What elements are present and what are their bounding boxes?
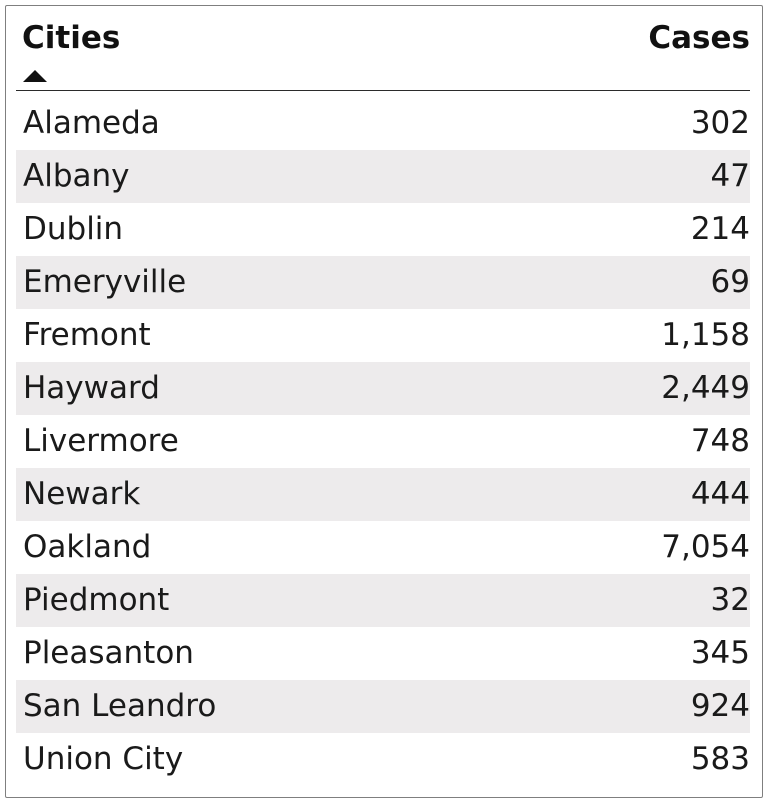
city-cell: Piedmont — [23, 582, 170, 618]
cases-cell: 214 — [690, 211, 750, 247]
cases-cell: 924 — [690, 688, 750, 724]
column-header-cases[interactable]: Cases — [648, 20, 750, 56]
cases-cell: 444 — [690, 476, 750, 512]
city-cell: Pleasanton — [23, 635, 194, 671]
city-cell: Emeryville — [23, 264, 187, 300]
cases-cell: 583 — [690, 741, 750, 777]
city-cell: Dublin — [23, 211, 124, 247]
city-cell: Oakland — [23, 529, 152, 565]
table-row[interactable]: Hayward 2,449 — [16, 362, 750, 415]
cases-cell: 2,449 — [661, 370, 750, 406]
table-row[interactable]: Piedmont 32 — [16, 574, 750, 627]
city-cell: Livermore — [23, 423, 179, 459]
table-row[interactable]: Livermore 748 — [16, 415, 750, 468]
table-row[interactable]: Newark 444 — [16, 468, 750, 521]
column-header-cities[interactable]: Cities — [22, 20, 121, 56]
city-cell: San Leandro — [23, 688, 217, 724]
table-header: Cities Cases — [16, 6, 750, 91]
cases-cell: 47 — [710, 158, 750, 194]
table-row[interactable]: Dublin 214 — [16, 203, 750, 256]
city-cell: Alameda — [23, 105, 160, 141]
table-row[interactable]: Alameda 302 — [16, 97, 750, 150]
cases-cell: 345 — [690, 635, 750, 671]
table-body: Alameda 302 Albany 47 Dublin 214 Emeryville 69 F… — [16, 97, 750, 786]
cases-cell: 302 — [690, 105, 750, 141]
city-cell: Fremont — [23, 317, 151, 353]
city-cell: Albany — [23, 158, 130, 194]
cases-cell: 7,054 — [661, 529, 750, 565]
city-cell: Newark — [23, 476, 141, 512]
table-row[interactable]: Oakland 7,054 — [16, 521, 750, 574]
sort-ascending-icon[interactable] — [23, 70, 47, 82]
cases-cell: 1,158 — [661, 317, 750, 353]
city-cell: Hayward — [23, 370, 160, 406]
table-row[interactable]: Albany 47 — [16, 150, 750, 203]
cases-table: Cities Cases Alameda 302 Albany 47 Dublin 214… — [16, 6, 750, 777]
cases-cell: 748 — [690, 423, 750, 459]
table-row[interactable]: Pleasanton 345 — [16, 627, 750, 680]
table-row[interactable]: Fremont 1,158 — [16, 309, 750, 362]
table-visual: Cities Cases Alameda 302 Albany 47 Dublin 214… — [5, 5, 763, 798]
city-cell: Union City — [23, 741, 184, 777]
cases-cell: 32 — [710, 582, 750, 618]
table-row[interactable]: Emeryville 69 — [16, 256, 750, 309]
cases-cell: 69 — [710, 264, 750, 300]
table-row[interactable]: San Leandro 924 — [16, 680, 750, 733]
table-row[interactable]: Union City 583 — [16, 733, 750, 786]
